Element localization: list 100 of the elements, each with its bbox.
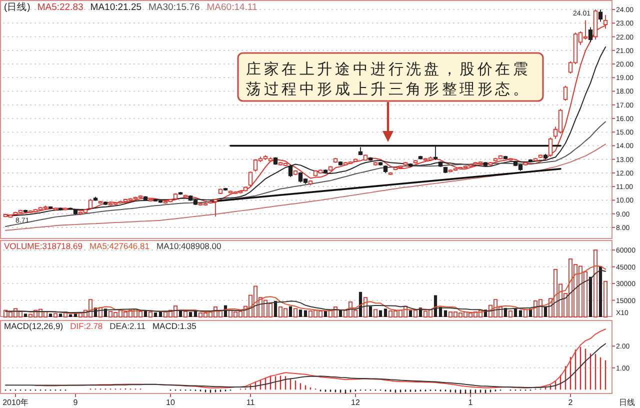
candlestick [443, 166, 448, 174]
candlestick [273, 156, 278, 166]
bar [444, 310, 448, 317]
line-series [5, 121, 606, 227]
candlestick [528, 158, 533, 163]
bar [148, 312, 152, 318]
bar [48, 314, 52, 317]
bar [514, 308, 518, 317]
candlestick [293, 170, 298, 176]
candlestick [58, 207, 63, 211]
text: MA30:15.76 [148, 2, 200, 13]
bar [598, 266, 602, 317]
candlestick [308, 180, 313, 186]
candlestick [388, 172, 393, 176]
text: MA60:14.11 [206, 2, 258, 13]
candlestick [403, 162, 408, 166]
bar [374, 309, 378, 318]
candlestick [328, 166, 333, 172]
bar [24, 314, 28, 317]
candlestick [368, 156, 373, 162]
candlestick [588, 26, 593, 43]
candlestick [598, 9, 603, 22]
bar [304, 310, 308, 317]
bar [368, 306, 372, 317]
candlestick [63, 207, 68, 211]
candlestick [538, 154, 543, 158]
candlestick [48, 206, 53, 210]
candlestick [383, 165, 388, 174]
candlestick [433, 146, 438, 160]
bar [518, 310, 522, 317]
candlestick [183, 194, 188, 198]
x-tick-label: 2010年 [2, 398, 28, 407]
candlestick [488, 162, 493, 166]
candlestick [373, 162, 378, 166]
text: MA10:21.25 [90, 2, 142, 13]
candlestick [363, 154, 368, 162]
bar [604, 280, 608, 318]
chart-title: MACD(12,26,9) [4, 321, 64, 331]
bar [288, 306, 292, 317]
x-tick-label: 12 [351, 398, 360, 407]
x-tick-label: 1 [468, 398, 474, 407]
candlestick [323, 169, 328, 174]
candlestick [358, 146, 363, 156]
bar [274, 300, 278, 317]
text: MA5:427646.81 [89, 241, 150, 251]
x-tick-label: 2 [568, 398, 574, 407]
candlestick [103, 201, 108, 206]
bar [58, 314, 62, 317]
candlestick [243, 186, 248, 192]
x-tick-label: 9 [73, 398, 78, 407]
bar [378, 310, 382, 317]
candlestick [223, 187, 228, 192]
bar [384, 308, 388, 317]
candlestick [523, 162, 528, 166]
candlestick [378, 162, 383, 166]
annotation: 庄家在上升途中进行洗盘，股价在震荡过程中形成上升三角形整理形态。 [246, 61, 531, 98]
candlestick [98, 200, 103, 204]
candlestick [23, 209, 28, 213]
candlestick [143, 196, 148, 201]
candlestick [218, 188, 223, 195]
candlestick [88, 198, 93, 210]
text: MA5:22.83 [37, 2, 84, 13]
bar [294, 308, 298, 318]
candlestick [483, 162, 488, 167]
candlestick [438, 160, 443, 168]
candlestick [413, 160, 418, 164]
candlestick [508, 158, 513, 162]
bar [594, 250, 598, 318]
candlestick [503, 155, 508, 160]
bar [184, 310, 188, 318]
text: DIF:2.78 [70, 321, 103, 331]
candlestick [338, 160, 343, 166]
chart-title: (日线) [4, 1, 30, 13]
text: DEA:2.11 [110, 321, 146, 331]
candlestick [178, 192, 183, 196]
bar [408, 310, 412, 317]
candlestick [563, 85, 568, 102]
bar [68, 314, 72, 317]
candlestick [333, 158, 338, 164]
bar [54, 313, 58, 318]
bar [298, 310, 302, 317]
candlestick [533, 158, 538, 162]
bar [508, 310, 512, 318]
bar [324, 310, 328, 317]
bar [338, 310, 342, 317]
candlestick [408, 162, 413, 168]
text: VOLUME:318718.69 [4, 241, 83, 251]
x-tick-label: 11 [246, 398, 256, 407]
text: MA10:408908.00 [156, 241, 222, 251]
bar [524, 309, 528, 318]
bar [588, 276, 592, 317]
text: MACD:1.35 [152, 321, 197, 331]
candlestick [418, 155, 423, 160]
line-series [5, 144, 606, 231]
candlestick [548, 137, 553, 158]
bar [188, 312, 192, 317]
candlestick [288, 164, 293, 178]
x-axis-title: 日线 [619, 398, 635, 407]
candlestick [543, 153, 548, 160]
candlestick [53, 207, 58, 211]
